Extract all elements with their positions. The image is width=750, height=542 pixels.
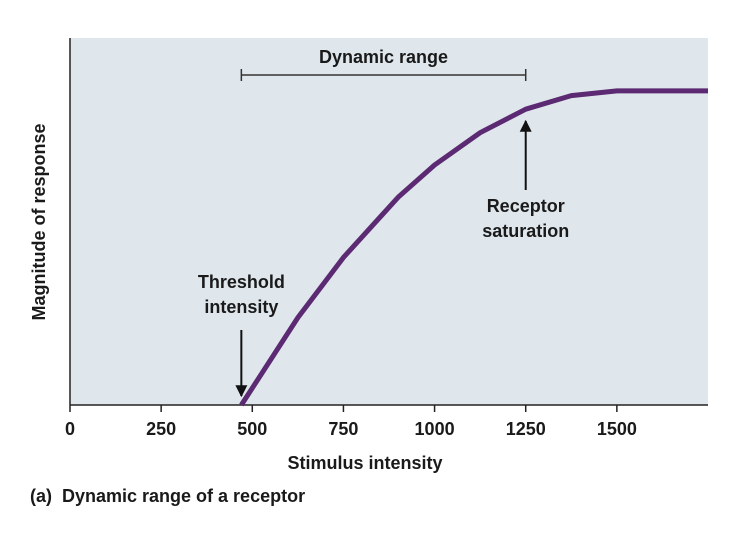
x-tick-label: 750 [328, 419, 358, 439]
threshold-label: intensity [204, 297, 278, 317]
curve [239, 88, 708, 407]
x-tick-label: 250 [146, 419, 176, 439]
range-label: Dynamic range [319, 47, 448, 67]
caption: Dynamic range of a receptor [62, 486, 305, 506]
y-axis-label: Magnitude of response [29, 123, 49, 320]
plot-background [70, 38, 708, 405]
x-tick-label: 1250 [506, 419, 546, 439]
x-tick-label: 1000 [415, 419, 455, 439]
x-axis-label: Stimulus intensity [287, 453, 442, 473]
threshold-label: Threshold [198, 272, 285, 292]
x-tick-label: 1500 [597, 419, 637, 439]
caption-letter: (a) [30, 486, 52, 506]
saturation-label: saturation [482, 221, 569, 241]
saturation-label: Receptor [487, 196, 565, 216]
x-tick-label: 500 [237, 419, 267, 439]
x-tick-label: 0 [65, 419, 75, 439]
